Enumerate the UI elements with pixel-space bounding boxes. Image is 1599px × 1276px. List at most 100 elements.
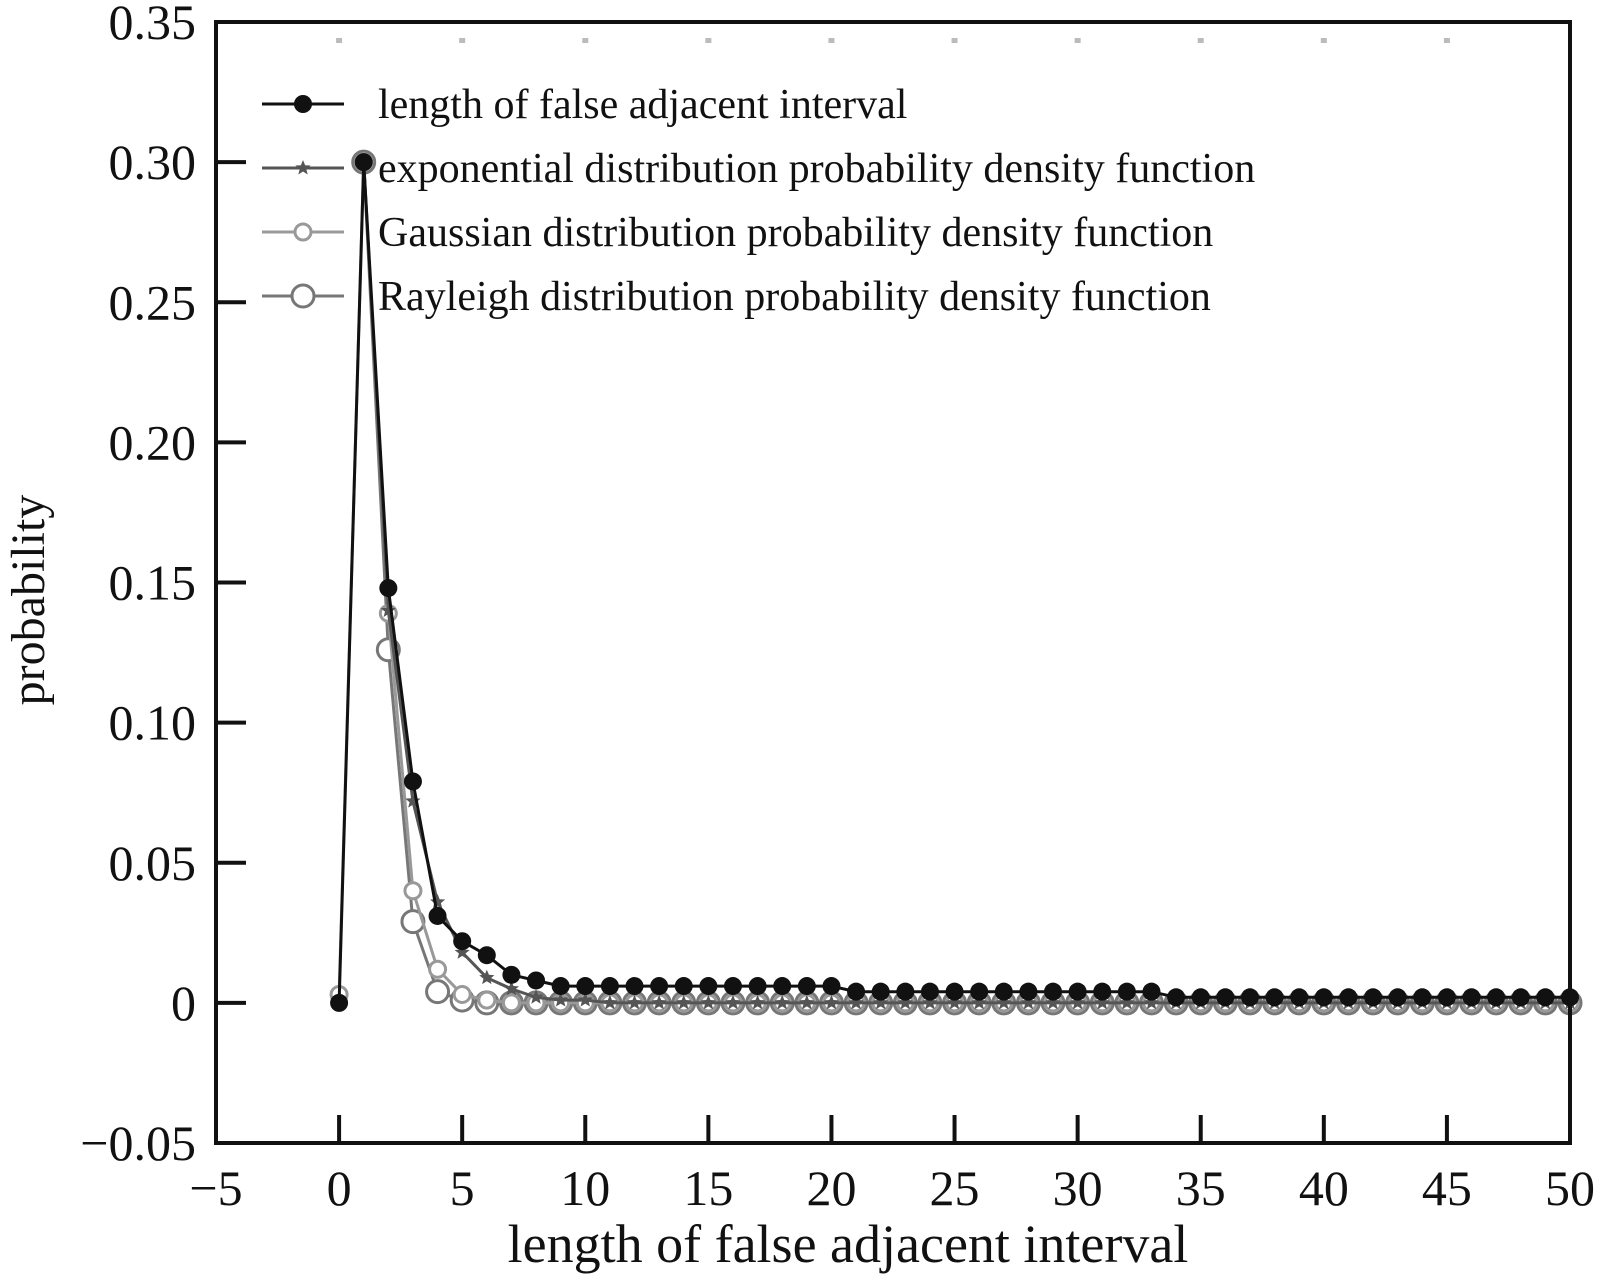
series-layer [329,149,1583,1016]
data-point [1191,988,1210,1007]
series-1 [330,153,1579,1012]
y-tick-label: 0 [171,975,196,1031]
data-point [576,977,595,996]
y-tick-label: −0.05 [80,1115,196,1171]
data-point [1167,988,1186,1007]
x-tick-label: 0 [327,1160,352,1216]
data-point [920,982,939,1001]
data-point [1388,988,1407,1007]
data-point [823,994,840,1010]
data-point [1019,982,1038,1001]
x-top-tick [1320,38,1327,43]
data-point [1094,994,1110,1010]
data-point [750,994,766,1010]
data-point [650,977,669,996]
data-point [946,994,963,1010]
data-point [528,989,544,1004]
data-point [1143,994,1160,1010]
data-point [1462,988,1481,1007]
data-point [699,977,718,996]
data-point [330,993,349,1012]
x-tick-label: 25 [930,1160,980,1216]
data-point [602,994,618,1010]
data-point [676,994,692,1010]
x-tick-label: 15 [683,1160,733,1216]
data-point [896,982,915,1001]
data-point [1045,994,1061,1010]
y-tick-label: 0.35 [109,0,197,50]
data-point [1511,988,1530,1007]
data-point [501,993,521,1013]
data-point [405,793,421,808]
data-point [295,160,311,175]
axis-layer: −5 0 5 10 15 20 25 30 35 40 45 50 −0.05 0 0.05 0.10 0.15… [80,0,1595,1216]
data-point [723,977,742,996]
x-axis-label: length of false adjacent interval [508,1214,1189,1274]
data-point [945,982,964,1001]
data-point [1240,988,1259,1007]
data-point [773,977,792,996]
x-tick-label: 10 [560,1160,610,1216]
legend-item: Rayleigh distribution probability densit… [262,274,1211,320]
data-point [674,977,693,996]
data-point [453,932,472,951]
x-top-tick [705,38,712,43]
data-point [1142,982,1161,1001]
data-point [1314,988,1333,1007]
data-point [428,959,448,979]
data-point [1093,982,1112,1001]
data-point [774,994,790,1010]
data-point [428,906,447,925]
x-top-tick [1443,38,1450,43]
legend: length of false adjacent interval exponen… [262,82,1255,320]
data-point [994,982,1013,1001]
data-point [479,969,495,985]
data-point [625,977,644,996]
data-point [1068,982,1087,1001]
data-point [553,992,569,1007]
data-point [600,977,619,996]
data-point [551,977,570,996]
legend-item: exponential distribution probability den… [262,146,1255,192]
data-point [527,971,546,990]
data-point [452,984,472,1004]
x-tick-label: 20 [806,1160,856,1216]
data-point [1020,994,1036,1010]
data-point [1044,982,1063,1001]
y-tick-label: 0.30 [109,134,197,190]
data-point [996,994,1012,1010]
data-point [799,994,815,1010]
data-point [700,994,716,1010]
data-point [922,994,938,1010]
x-top-tick [828,38,835,43]
data-point [577,992,593,1007]
data-point [1265,988,1284,1007]
x-top-tick [951,38,958,43]
data-point [873,994,889,1010]
y-tick-label: 0.25 [109,274,197,330]
y-axis-label: probability [2,495,55,706]
data-point [897,994,913,1010]
data-point [1413,988,1432,1007]
data-point [626,994,643,1010]
data-point [748,977,767,996]
data-point [1290,988,1309,1007]
data-point [403,881,423,901]
data-point [403,772,422,791]
data-point [1437,988,1456,1007]
data-point [1487,988,1506,1007]
data-point [502,965,521,984]
data-point [1364,988,1383,1007]
data-point [822,977,841,996]
x-top-tick [336,38,343,43]
data-point [1119,994,1135,1010]
data-point [1536,988,1555,1007]
y-tick-label: 0.10 [109,695,197,751]
x-top-tick [459,38,466,43]
data-point [354,153,373,172]
data-point [1070,994,1086,1010]
data-point [425,979,451,1005]
data-point [454,944,470,959]
